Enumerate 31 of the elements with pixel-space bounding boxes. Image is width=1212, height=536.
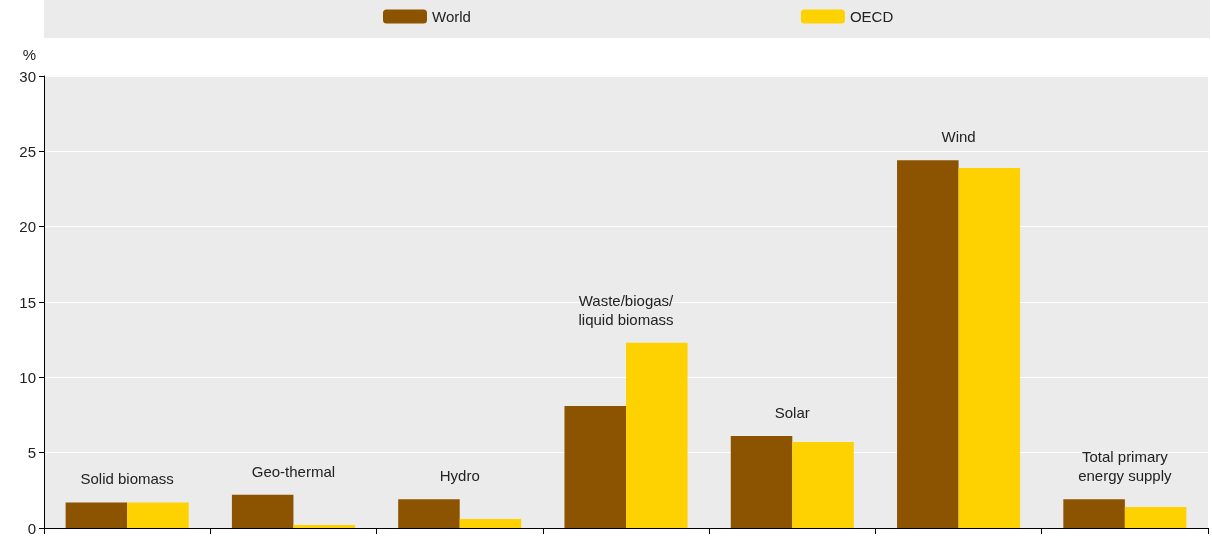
y-tick-label: 5 <box>27 444 36 462</box>
bar <box>730 436 793 528</box>
bar <box>626 342 688 528</box>
bar <box>459 518 522 528</box>
y-tick-label: 30 <box>19 67 36 85</box>
y-tick-label: 0 <box>27 519 36 536</box>
bar <box>792 442 854 528</box>
x-tick-label: Hydro <box>439 467 480 485</box>
legend-label: World <box>432 8 471 25</box>
bar <box>65 502 128 528</box>
y-tick-label: 15 <box>19 293 36 311</box>
x-tick-label: Solid biomass <box>80 470 174 488</box>
bar <box>564 405 626 528</box>
bar <box>897 160 959 528</box>
bar <box>1063 499 1125 528</box>
x-tick-label: Total primary energy supply <box>1078 448 1173 485</box>
bar <box>1124 506 1187 528</box>
y-tick-label: 25 <box>19 142 36 160</box>
x-tick-label: Solar <box>774 404 810 422</box>
x-tick-label: Wind <box>941 128 976 146</box>
y-axis-title: % <box>22 46 36 63</box>
legend-label: OECD <box>849 8 894 25</box>
bar <box>293 524 355 528</box>
bar <box>958 167 1021 528</box>
x-tick-label: Waste/biogas/ liquid biomass <box>578 291 675 328</box>
bar <box>231 494 294 528</box>
bar <box>127 502 189 528</box>
bar <box>398 499 460 528</box>
x-tick-label: Geo-thermal <box>251 462 336 480</box>
y-tick-label: 10 <box>19 368 36 386</box>
y-tick-label: 20 <box>19 218 36 236</box>
